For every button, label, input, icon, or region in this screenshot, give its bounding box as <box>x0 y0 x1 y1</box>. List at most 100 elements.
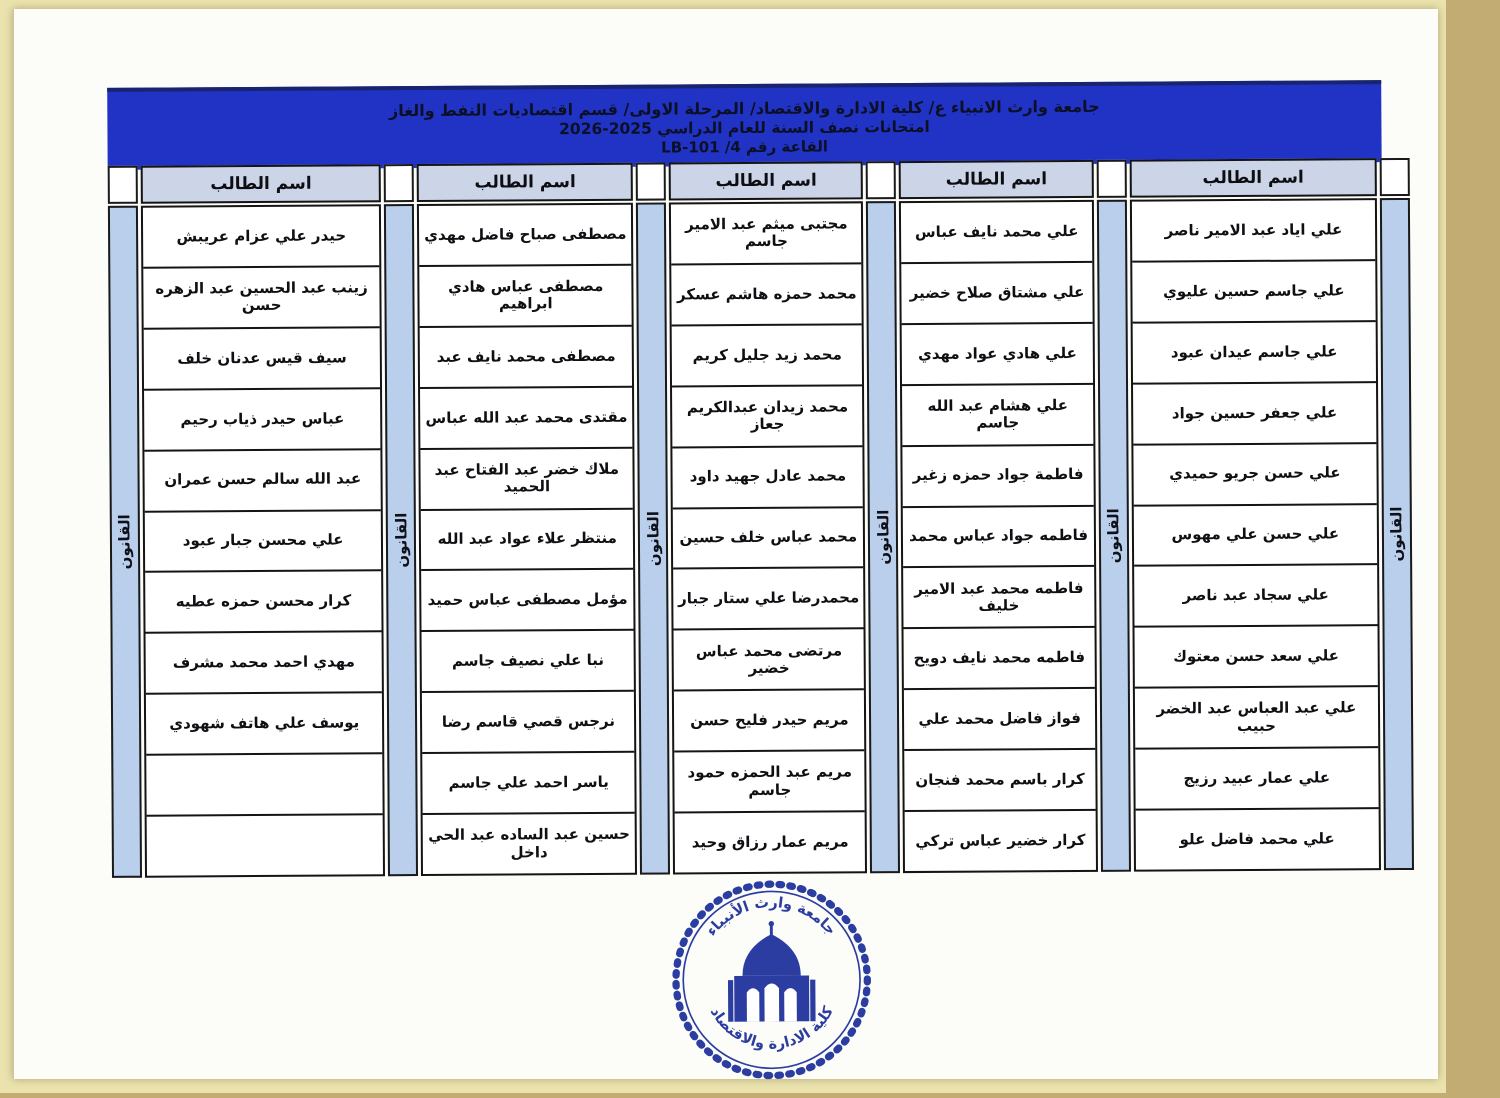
student-name-cell: علي حسن جريو حميدي <box>1133 443 1377 507</box>
student-name-cell: مصطفى محمد نايف عبد <box>420 326 633 389</box>
student-name-cell: ياسر احمد علي جاسم <box>422 752 635 816</box>
subject-label: القانون <box>874 509 893 565</box>
subject-strip-header <box>1096 159 1127 198</box>
seal-inner-ring <box>682 890 861 1070</box>
student-name-cell: علي محسن جبار عبود <box>144 510 382 574</box>
subject-strip-body: القانون <box>866 201 901 874</box>
student-name-cell: علي اياد عبد الامير ناصر <box>1131 200 1376 263</box>
subject-strip-header <box>1379 157 1410 197</box>
subject-strip-header <box>107 165 138 204</box>
subject-strip-header <box>635 162 667 201</box>
student-name-cell: محمد عادل جهيد داود <box>672 446 864 510</box>
student-name-cell: عباس حيدر ذياب رحيم <box>144 388 381 452</box>
subject-label: القانون <box>115 514 135 570</box>
student-name-cell: علي جاسم حسين عليوي <box>1132 261 1376 324</box>
subject-strip-2: القانون <box>1096 159 1131 872</box>
student-name-cell: فاطمه جواد عباس محمد <box>903 506 1094 569</box>
student-name-header: اسم الطالب <box>899 159 1094 200</box>
student-name-cell: مصطفى عباس هادي ابراهيم <box>419 265 632 328</box>
student-name-cell: مريم عبد الحمزه حمود جاسم <box>674 751 866 814</box>
subject-strip-1: القانون <box>1379 157 1414 871</box>
student-table-3: اسم الطالب مجتبى ميثم عبد الامير جاسم محم… <box>668 161 868 875</box>
student-table-1: اسم الطالب علي اياد عبد الامير ناصر علي ج… <box>1129 158 1381 872</box>
student-name-cell: مريم عمار رزاق وحيد <box>691 832 849 852</box>
exam-header-banner: جامعة وارث الانبياء ع/ كلية الادارة والا… <box>107 80 1382 170</box>
subject-strip-3: القانون <box>866 161 901 874</box>
student-name-cell: مؤمل مصطفى عباس حميد <box>421 570 634 633</box>
student-name-cell: علي حسن علي مهوس <box>1133 504 1378 568</box>
student-name-header: اسم الطالب <box>668 161 864 201</box>
subject-strip-5: القانون <box>384 164 419 877</box>
student-name-cell: نرجس قصي قاسم رضا <box>422 691 635 755</box>
student-name-cell: علي عبد العباس عبد الخضر حبيب <box>1134 687 1379 750</box>
student-name-cell: علي محمد فاضل علو <box>1179 829 1335 849</box>
student-name-cell: محمد زيدان عبدالكريم جعاز <box>672 386 863 449</box>
seating-tables: القانون اسم الطالب علي اياد عبد الامير ن… <box>107 157 1414 878</box>
student-name-header: اسم الطالب <box>417 162 634 203</box>
student-table-2: اسم الطالب علي محمد نايف عباس علي مشتاق ص… <box>899 159 1098 874</box>
student-name-cell: مقتدى محمد عبد الله عباس <box>420 387 633 450</box>
student-name-cell: كرار باسم محمد فنجان <box>904 750 1096 813</box>
student-name-cell: نبا علي نصيف جاسم <box>421 631 635 694</box>
student-table-5: اسم الطالب حيدر علي عزام عريبش زينب عبد ا… <box>140 164 386 878</box>
student-name-cell: علي جاسم عيدان عبود <box>1132 321 1377 385</box>
student-name-cell: كرار خضير عباس تركي <box>915 830 1086 850</box>
subject-label: القانون <box>1104 508 1123 564</box>
student-name-cell: فواز فاضل محمد علي <box>904 689 1095 752</box>
shrine-emblem <box>727 921 816 1022</box>
subject-strip-body: القانون <box>636 202 671 875</box>
subject-strip-body: القانون <box>384 204 419 877</box>
student-rows: مجتبى ميثم عبد الامير جاسم محمد حمزه هاشم… <box>669 201 868 875</box>
subject-strip-body: القانون <box>107 205 143 878</box>
student-name-cell: زينب عبد الحسين عبد الزهره حسن <box>143 267 381 330</box>
subject-strip-body: القانون <box>1379 197 1414 871</box>
student-name-cell: سيف قيس عدنان خلف <box>143 328 381 391</box>
student-name-cell: محمدرضا علي ستار جبار <box>673 568 864 631</box>
student-name-cell: محمد حمزه هاشم عسكر <box>671 264 863 327</box>
exam-session-line: امتحانات نصف السنة للعام الدراسي 2025‏-‏… <box>559 117 930 138</box>
student-name-cell: فاطمه محمد نايف دويح <box>903 628 1095 691</box>
student-name-cell: علي جعفر حسين جواد <box>1132 382 1377 446</box>
student-name-cell: علي محمد نايف عباس <box>901 201 1093 264</box>
student-name-cell: منتظر علاء عواد عبد الله <box>421 509 634 572</box>
student-name-cell: فاطمة جواد حمزه زغير <box>902 445 1094 508</box>
student-name-cell: علي سجاد عبد ناصر <box>1133 565 1378 628</box>
subject-strip-6: القانون <box>107 165 143 878</box>
student-name-cell <box>146 754 384 817</box>
student-name-header: اسم الطالب <box>1129 158 1377 198</box>
subject-strip-4: القانون <box>635 162 671 875</box>
student-name-cell: علي عمار عبيد رزيج <box>1134 748 1379 811</box>
student-name-header: اسم الطالب <box>140 164 382 204</box>
subject-strip-header <box>866 161 897 200</box>
student-name-cell: علي مشتاق صلاح خضير <box>901 262 1093 325</box>
student-name-cell: فاطمه محمد عبد الامير خليف <box>903 567 1095 630</box>
student-rows: مصطفى صباح فاضل مهدي مصطفى عباس هادي ابرا… <box>417 202 638 877</box>
student-name-cell: علي هشام عبد الله جاسم <box>902 384 1094 447</box>
subject-strip-header <box>384 164 415 203</box>
student-name-cell: حسين عبد الساده عبد الحي داخل <box>428 825 630 861</box>
university-college-line: جامعة وارث الانبياء ع/ كلية الادارة والا… <box>388 96 1100 120</box>
student-name-cell: كرار محسن حمزه عطيه <box>145 571 382 635</box>
student-name-cell: حيدر علي عزام عريبش <box>142 206 380 269</box>
hall-number-line: القاعة رقم 4‏/ LB-101 <box>661 137 829 157</box>
student-name-cell <box>147 815 384 875</box>
student-rows: علي اياد عبد الامير ناصر علي جاسم حسين عل… <box>1129 198 1381 872</box>
student-name-cell: محمد عباس خلف حسين <box>672 507 864 570</box>
student-name-cell: مرتضى محمد عباس خضير <box>673 629 865 692</box>
student-name-cell: مصطفى صباح فاضل مهدي <box>419 204 632 267</box>
student-name-cell: مريم حيدر فليح حسن <box>674 690 865 753</box>
student-name-cell: عبد الله سالم حسن عمران <box>144 449 382 513</box>
student-name-cell: علي سعد حسن معتوك <box>1134 626 1378 689</box>
student-name-cell: مهدي احمد محمد مشرف <box>145 632 383 695</box>
subject-label: القانون <box>392 512 411 568</box>
student-table-4: اسم الطالب مصطفى صباح فاضل مهدي مصطفى عبا… <box>417 162 638 877</box>
student-name-cell: مجتبى ميثم عبد الامير جاسم <box>671 203 862 266</box>
university-seal: جامعة وارث الأنبياء كلية الادارة والاقتص… <box>664 875 879 1084</box>
student-name-cell: علي هادي عواد مهدي <box>902 323 1093 386</box>
student-name-cell: محمد زيد جليل كريم <box>671 325 863 388</box>
student-name-cell: ملاك خضر عبد الفتاح عبد الحميد <box>420 448 633 511</box>
seal-scalloped-ring <box>672 880 871 1080</box>
student-name-cell: يوسف علي هاتف شهودي <box>145 693 383 756</box>
subject-strip-body: القانون <box>1096 199 1131 872</box>
